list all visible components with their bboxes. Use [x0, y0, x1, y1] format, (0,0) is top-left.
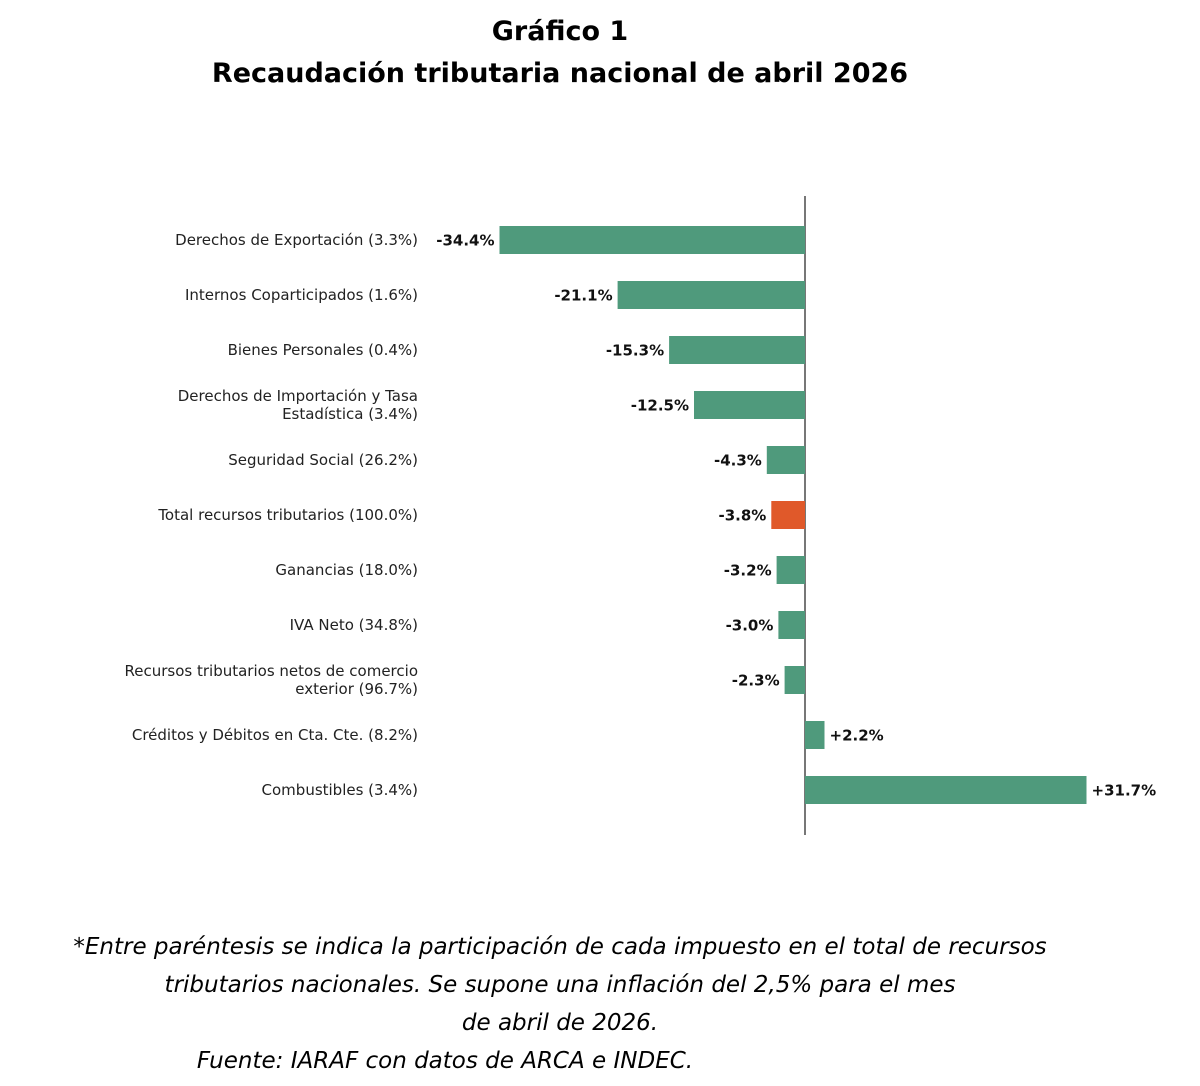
bar-chart: -34.4% Derechos de Exportación (3.3%) -21.… — [125, 196, 1157, 835]
bar-7 — [778, 611, 805, 639]
value-label-7: -3.0% — [726, 617, 774, 635]
bar-9 — [805, 721, 825, 749]
bar-0 — [499, 226, 805, 254]
bar-3 — [694, 391, 805, 419]
category-label-2: Bienes Personales (0.4%) — [228, 341, 418, 359]
bar-10 — [805, 776, 1087, 804]
category-label-9: Créditos y Débitos en Cta. Cte. (8.2%) — [132, 726, 418, 744]
value-label-1: -21.1% — [554, 287, 612, 305]
category-label-0: Derechos de Exportación (3.3%) — [175, 231, 418, 249]
bar-5 — [771, 501, 805, 529]
footnote-line-3: de abril de 2026. — [461, 1010, 659, 1036]
footnote-line-1: *Entre paréntesis se indica la participa… — [73, 934, 1047, 960]
bar-4 — [766, 446, 805, 474]
value-label-4: -4.3% — [714, 452, 762, 470]
source-note: Fuente: IARAF con datos de ARCA e INDEC. — [196, 1048, 694, 1074]
value-label-9: +2.2% — [830, 727, 884, 745]
value-label-2: -15.3% — [606, 342, 664, 360]
bar-1 — [617, 281, 805, 309]
category-label-4: Seguridad Social (26.2%) — [228, 451, 418, 469]
category-label-6: Ganancias (18.0%) — [275, 561, 418, 579]
value-label-0: -34.4% — [436, 232, 494, 250]
category-label-10: Combustibles (3.4%) — [262, 781, 418, 799]
category-label-1: Internos Coparticipados (1.6%) — [185, 286, 418, 304]
category-label-8: Recursos tributarios netos de comercio ex… — [125, 662, 418, 698]
footnote-line-2: tributarios nacionales. Se supone una in… — [164, 972, 956, 998]
value-label-8: -2.3% — [732, 672, 780, 690]
value-label-6: -3.2% — [724, 562, 772, 580]
category-label-3: Derechos de Importación y Tasa Estadístic… — [178, 387, 418, 423]
category-label-7: IVA Neto (34.8%) — [290, 616, 418, 634]
chart-title: Gráfico 1 — [491, 16, 629, 47]
category-label-5: Total recursos tributarios (100.0%) — [157, 506, 418, 524]
chart-subtitle: Recaudación tributaria nacional de abril… — [211, 58, 909, 89]
value-label-5: -3.8% — [718, 507, 766, 525]
bar-2 — [669, 336, 805, 364]
value-label-3: -12.5% — [631, 397, 689, 415]
bar-6 — [776, 556, 805, 584]
value-label-10: +31.7% — [1092, 782, 1157, 800]
bar-8 — [784, 666, 805, 694]
